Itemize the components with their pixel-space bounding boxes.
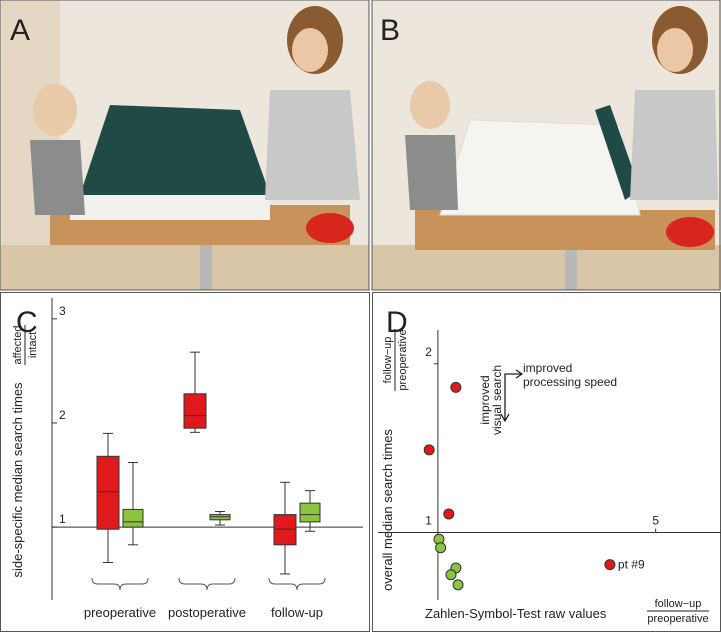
point xyxy=(446,570,456,580)
x-tick-label: 5 xyxy=(652,514,659,528)
child-body xyxy=(30,140,85,215)
fraction-denominator: preoperative xyxy=(647,613,708,625)
category-brace xyxy=(269,578,325,590)
box xyxy=(97,456,119,529)
point xyxy=(424,445,434,455)
annotation: processing speed xyxy=(523,375,617,389)
child-head xyxy=(33,84,77,136)
box xyxy=(123,509,143,527)
x-tick-label: postoperative xyxy=(168,605,246,620)
table-leg xyxy=(565,250,577,290)
fraction-numerator: affected xyxy=(12,326,24,365)
point xyxy=(605,560,615,570)
fraction: follow−up preoperative xyxy=(647,598,709,625)
box xyxy=(274,515,296,545)
child-head xyxy=(410,81,450,129)
category-brace xyxy=(179,578,235,590)
annotation: visual search xyxy=(490,365,504,435)
photo-a xyxy=(0,0,369,290)
fraction-denominator: preoperative xyxy=(397,329,409,390)
point xyxy=(436,543,446,553)
table-leg xyxy=(200,245,212,290)
point xyxy=(444,509,454,519)
arrow xyxy=(501,370,522,421)
bowl xyxy=(306,213,354,243)
point-label: pt #9 xyxy=(618,558,645,572)
bowl xyxy=(666,217,714,247)
fraction-numerator: follow−up xyxy=(655,598,702,610)
fraction-numerator: follow−up xyxy=(382,337,394,384)
point xyxy=(453,580,463,590)
box xyxy=(184,394,206,428)
annotation: improved xyxy=(523,361,572,375)
point xyxy=(451,382,461,392)
woman-body xyxy=(265,90,360,200)
x-tick-label: preoperative xyxy=(84,605,156,620)
panel-label: B xyxy=(380,14,400,47)
box xyxy=(300,503,320,522)
woman-head xyxy=(292,28,328,72)
x-tick-label: follow-up xyxy=(271,605,323,620)
x-axis-label: Zahlen-Symbol-Test raw values xyxy=(425,606,607,621)
cover xyxy=(80,105,270,195)
y-tick-label: 1 xyxy=(59,512,66,526)
box xyxy=(70,195,270,220)
category-brace xyxy=(92,578,148,590)
y-axis-label: side-specific median search times xyxy=(10,382,25,578)
photo-b xyxy=(372,0,721,290)
child-body xyxy=(405,135,458,210)
y-tick-label: 2 xyxy=(59,408,66,422)
panel-border xyxy=(1,293,370,632)
woman-head xyxy=(657,28,693,72)
y-axis-label: overall median search times xyxy=(380,429,395,591)
box xyxy=(210,515,230,520)
woman-body xyxy=(630,90,718,200)
floor xyxy=(0,245,369,290)
panel-border xyxy=(373,293,721,632)
y-tick-label: 1 xyxy=(425,514,432,528)
figure: A B C123side-specific median search time… xyxy=(0,0,721,632)
floor xyxy=(372,245,721,290)
fraction-denominator: intact xyxy=(27,332,39,358)
y-tick-label: 3 xyxy=(59,304,66,318)
panel-label: A xyxy=(10,14,30,47)
y-tick-label: 2 xyxy=(425,345,432,359)
